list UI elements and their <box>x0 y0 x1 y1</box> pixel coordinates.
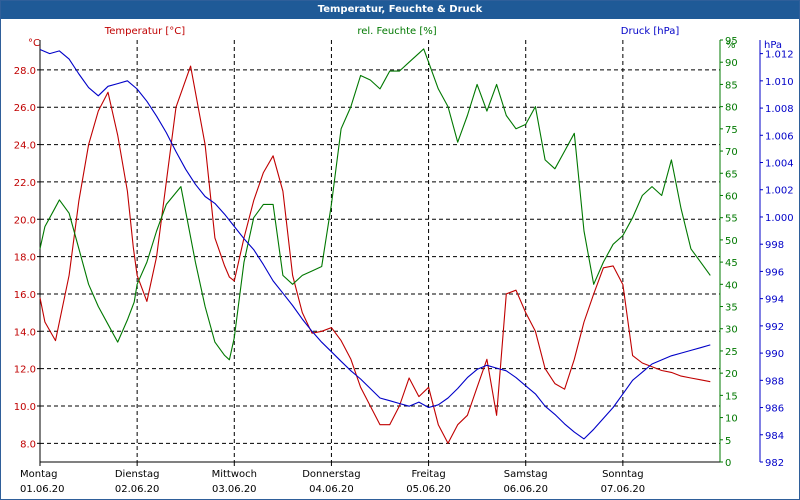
x-date-label: 02.06.20 <box>115 484 160 495</box>
x-day-label: Dienstag <box>115 469 160 480</box>
humidity-tick-label: 5 <box>725 436 731 447</box>
temp-tick-label: 12.0 <box>14 365 36 376</box>
pressure-tick-label: 990 <box>765 349 784 360</box>
pressure-tick-label: 984 <box>765 431 784 442</box>
x-date-label: 01.06.20 <box>20 484 65 495</box>
x-date-label: 06.06.20 <box>503 484 548 495</box>
temp-tick-label: 16.0 <box>14 290 36 301</box>
humidity-tick-label: 85 <box>725 80 738 91</box>
temp-tick-label: 18.0 <box>14 253 36 264</box>
pressure-tick-label: 1.010 <box>765 77 794 88</box>
pressure-unit-label: hPa <box>764 40 782 51</box>
pressure-tick-label: 982 <box>765 458 784 469</box>
pressure-tick-label: 1.000 <box>765 213 794 224</box>
temp-axis-title: Temperatur [°C] <box>104 26 185 37</box>
x-date-label: 04.06.20 <box>309 484 354 495</box>
pressure-tick-label: 1.004 <box>765 159 794 170</box>
x-day-label: Freitag <box>411 469 445 480</box>
humidity-tick-label: 90 <box>725 58 738 69</box>
grid-lines <box>40 40 720 462</box>
x-day-label: Mittwoch <box>212 469 257 480</box>
humidity-tick-label: 75 <box>725 125 738 136</box>
humidity-tick-label: 70 <box>725 147 738 158</box>
humidity-axis-title: rel. Feuchte [%] <box>357 26 436 37</box>
humidity-tick-label: 35 <box>725 303 738 314</box>
temp-tick-label: 26.0 <box>14 103 36 114</box>
temp-tick-label: 24.0 <box>14 141 36 152</box>
humidity-tick-label: 10 <box>725 414 738 425</box>
humidity-tick-label: 40 <box>725 280 738 291</box>
humidity-tick-label: 20 <box>725 369 738 380</box>
x-day-label: Montag <box>20 469 57 480</box>
temperature-axis: 8.0 10.0 12.0 14.0 16.0 18.0 20.0 22.0 24.0 26.0 2… <box>14 66 40 450</box>
humidity-tick-label: 95 <box>725 36 738 47</box>
x-date-label: 03.06.20 <box>212 484 257 495</box>
pressure-tick-label: 1.008 <box>765 104 794 115</box>
temp-tick-label: 8.0 <box>20 439 36 450</box>
pressure-tick-label: 1.012 <box>765 50 794 61</box>
plot-border <box>39 40 761 463</box>
pressure-tick-label: 988 <box>765 376 784 387</box>
temp-tick-label: 14.0 <box>14 327 36 338</box>
temp-tick-label: 10.0 <box>14 402 36 413</box>
humidity-tick-label: 55 <box>725 214 738 225</box>
pressure-tick-label: 992 <box>765 322 784 333</box>
pressure-tick-label: 1.006 <box>765 131 794 142</box>
temp-unit-label: °C <box>28 38 40 49</box>
temperature-line <box>39 65 711 444</box>
humidity-tick-label: 45 <box>725 258 738 269</box>
humidity-tick-label: 15 <box>725 391 738 402</box>
x-day-label: Samstag <box>504 469 548 480</box>
pressure-tick-label: 996 <box>765 267 784 278</box>
pressure-tick-label: 994 <box>765 295 784 306</box>
humidity-tick-label: 0 <box>725 458 731 469</box>
x-axis: Montag 01.06.20 Dienstag 02.06.20 Mittwoch 03… <box>20 462 645 495</box>
chart-title: Temperatur, Feuchte & Druck <box>1 1 799 19</box>
humidity-unit-label: % <box>726 40 736 51</box>
temp-tick-label: 28.0 <box>14 66 36 77</box>
temp-tick-label: 22.0 <box>14 178 36 189</box>
pressure-line <box>39 48 711 440</box>
pressure-tick-label: 986 <box>765 404 784 415</box>
humidity-tick-label: 60 <box>725 191 738 202</box>
pressure-tick-label: 1.002 <box>765 186 794 197</box>
humidity-tick-label: 30 <box>725 325 738 336</box>
series-lines <box>39 48 711 444</box>
humidity-tick-label: 25 <box>725 347 738 358</box>
x-day-label: Donnerstag <box>302 469 360 480</box>
humidity-line <box>39 48 711 361</box>
pressure-axis-title: Druck [hPa] <box>621 26 680 37</box>
pressure-axis: 982 984 986 988 990 992 994 996 998 1.000 1.002 1.0… <box>760 50 794 469</box>
x-date-label: 05.06.20 <box>406 484 451 495</box>
temp-tick-label: 20.0 <box>14 215 36 226</box>
humidity-tick-label: 50 <box>725 236 738 247</box>
x-date-label: 07.06.20 <box>601 484 646 495</box>
humidity-tick-label: 65 <box>725 169 738 180</box>
humidity-tick-label: 80 <box>725 103 738 114</box>
pressure-tick-label: 998 <box>765 240 784 251</box>
x-day-label: Sonntag <box>602 469 644 480</box>
humidity-axis: 0 5 10 15 20 25 30 35 40 45 50 55 60 65 70 75 80 85 90 95 <box>720 36 738 469</box>
